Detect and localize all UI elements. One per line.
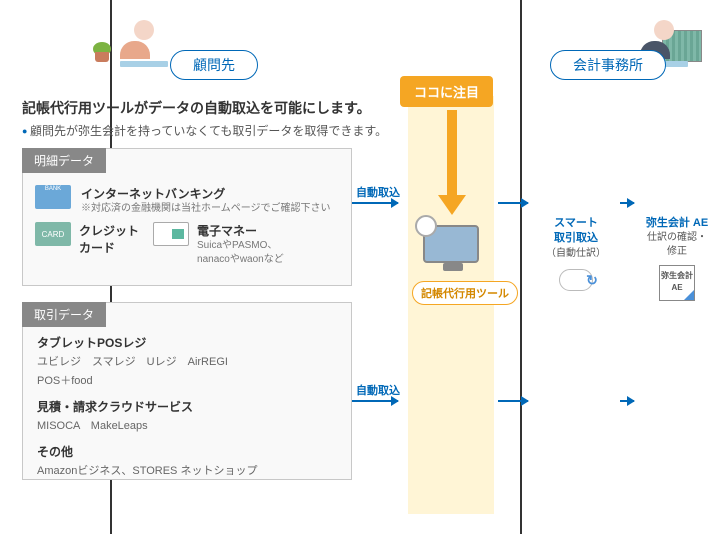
card-icon: CARD (35, 222, 71, 246)
plant-icon (95, 42, 111, 62)
invoice-title: 見積・請求クラウドサービス (37, 397, 337, 417)
smart-import-box: スマート 取引取込 （自動仕訳） (538, 216, 614, 291)
emoney-note: SuicaやPASMO、 nanacoやwaonなど (197, 239, 284, 267)
bank-note: ※対応済の金融機関は当社ホームページでご確認下さい (81, 202, 331, 216)
panel-trans-tab: 取引データ (22, 302, 106, 327)
pos-items: ユビレジ スマレジ Uレジ AirREGI POS＋food (37, 353, 337, 390)
arrow-h1 (352, 202, 398, 204)
pos-title: タブレットPOSレジ (37, 333, 337, 353)
card-title: クレジット カード (79, 222, 139, 256)
smart-line2: 取引取込 (538, 231, 614, 246)
arrow-h5 (498, 400, 528, 402)
arrow-h3 (620, 202, 634, 204)
bank-icon (35, 185, 71, 209)
emoney-title: 電子マネー (197, 222, 284, 239)
panel-transaction-data: 取引データ タブレットPOSレジ ユビレジ スマレジ Uレジ AirREGI P… (22, 302, 352, 480)
smart-line1: スマート (538, 216, 614, 231)
client-header-label: 顧問先 (170, 50, 258, 80)
vertical-divider-right (520, 0, 522, 534)
other-title: その他 (37, 442, 337, 462)
invoice-items: MISOCA MakeLeaps (37, 417, 337, 436)
office-header-label: 会計事務所 (550, 50, 666, 80)
ae-product-icon: 弥生会計 AE (659, 265, 695, 301)
tool-label: 記帳代行用ツール (412, 281, 518, 305)
other-items: Amazonビジネス、STORES ネットショップ (37, 462, 337, 481)
end-line1: 弥生会計 AE (640, 216, 714, 231)
arrow-h2 (498, 202, 528, 204)
arrow-h6 (620, 400, 634, 402)
bank-title: インターネットバンキング (81, 185, 331, 202)
arrow-h4 (352, 400, 398, 402)
tool-zone: 記帳代行用ツール (412, 225, 490, 305)
smart-sub: （自動仕訳） (538, 247, 614, 261)
yayoi-ae-box: 弥生会計 AE 仕訳の確認・ 修正 弥生会計 AE (640, 216, 714, 301)
big-down-arrow (440, 110, 464, 220)
headline-text: 記帳代行用ツールがデータの自動取込を可能にします。 (22, 98, 371, 118)
client-avatar (120, 20, 168, 67)
emoney-icon (153, 222, 189, 246)
subline-text: 顧問先が弥生会計を持っていなくても取引データを取得できます。 (22, 122, 387, 139)
cloud-sync-icon (559, 269, 593, 291)
panel-detail-data: 明細データ インターネットバンキング ※対応済の金融機関は当社ホームページでご確… (22, 148, 352, 286)
monitor-icon (423, 225, 479, 263)
panel-detail-tab: 明細データ (22, 148, 106, 173)
end-sub: 仕訳の確認・ 修正 (640, 231, 714, 259)
attention-badge: ココに注目 (400, 76, 493, 107)
